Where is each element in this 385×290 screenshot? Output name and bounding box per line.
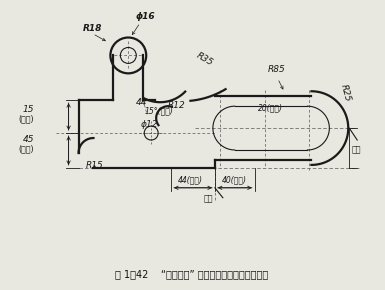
Text: R35: R35: [195, 51, 215, 67]
Text: 44(定位): 44(定位): [178, 176, 203, 185]
Text: 15: 15: [23, 105, 34, 114]
Text: R85: R85: [268, 65, 285, 74]
Text: 45: 45: [23, 135, 34, 144]
Text: 基准: 基准: [204, 195, 213, 204]
Text: 图 1－42    “转动导架” 平面图形的尺寸和线段分析: 图 1－42 “转动导架” 平面图形的尺寸和线段分析: [116, 269, 269, 279]
Text: ϕ12: ϕ12: [140, 120, 158, 129]
Text: 15°(定位): 15°(定位): [144, 106, 173, 115]
Text: 44: 44: [136, 98, 148, 107]
Text: ϕ16: ϕ16: [135, 12, 155, 21]
Text: R12: R12: [168, 101, 186, 110]
Text: R25: R25: [339, 83, 353, 102]
Text: (定位): (定位): [19, 144, 35, 153]
Text: 40(定位): 40(定位): [222, 176, 247, 185]
Text: 基准: 基准: [351, 145, 361, 154]
Text: (定位): (定位): [19, 114, 35, 123]
Text: 20(定位): 20(定位): [258, 103, 283, 112]
Text: R18: R18: [82, 23, 102, 32]
Text: R15: R15: [85, 161, 103, 170]
